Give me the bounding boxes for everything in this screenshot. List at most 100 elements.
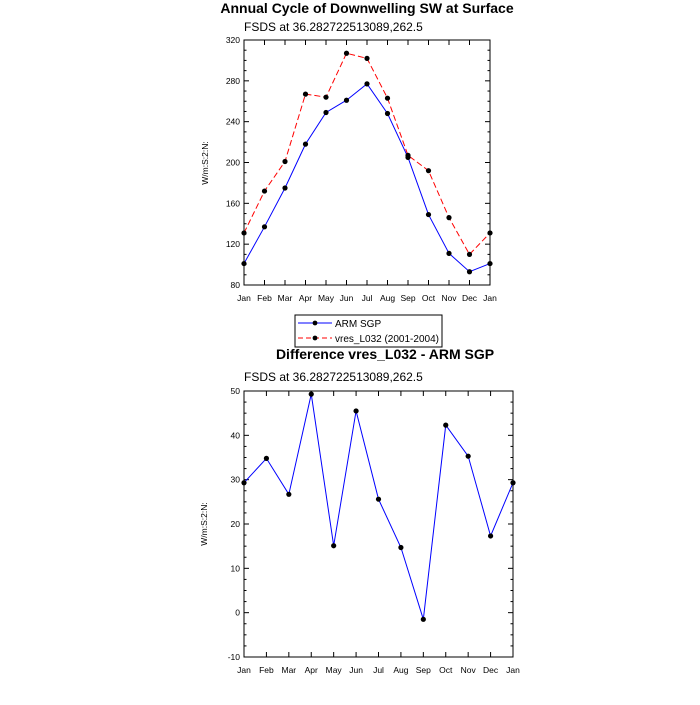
data-point bbox=[331, 543, 337, 549]
difference-chart: Difference vres_L032 - ARM SGP FSDS at 3… bbox=[199, 346, 520, 675]
data-point bbox=[364, 55, 370, 61]
data-point bbox=[466, 269, 473, 275]
x-tick-label: Jan bbox=[237, 665, 251, 675]
data-point bbox=[261, 188, 268, 194]
data-point bbox=[241, 480, 247, 486]
y-axis-label: W/m:S:2:N: bbox=[200, 141, 210, 184]
data-point bbox=[398, 544, 404, 551]
data-point bbox=[405, 152, 411, 158]
series-points bbox=[241, 50, 493, 275]
data-point bbox=[323, 94, 329, 100]
y-axis-label: W/m:S:2:N: bbox=[199, 502, 209, 545]
data-point bbox=[466, 251, 473, 257]
data-point bbox=[425, 168, 432, 174]
series-lines bbox=[243, 393, 514, 620]
legend: ARM SGP vres_L032 (2001-2004) bbox=[294, 314, 443, 348]
x-tick-label: May bbox=[318, 293, 335, 303]
x-tick-label: Aug bbox=[393, 665, 408, 675]
data-point bbox=[384, 110, 391, 117]
y-tick-label: 20 bbox=[231, 519, 241, 529]
data-point bbox=[487, 260, 493, 267]
chart-title: Annual Cycle of Downwelling SW at Surfac… bbox=[220, 0, 513, 16]
y-tick-label: -10 bbox=[228, 652, 241, 662]
y-tick-label: 40 bbox=[231, 430, 241, 440]
data-point bbox=[487, 230, 493, 236]
x-tick-label: Jul bbox=[362, 293, 373, 303]
data-point bbox=[343, 50, 350, 56]
y-tick-label: 30 bbox=[231, 475, 241, 485]
x-tick-label: Oct bbox=[439, 665, 453, 675]
legend-marker-vres bbox=[312, 335, 318, 341]
data-point bbox=[263, 455, 270, 461]
axes: -10 0 10 20 30 40 50 Jan Feb Mar Apr May Jun Jul Aug Se… bbox=[228, 386, 520, 675]
data-point bbox=[308, 391, 314, 397]
x-tick-label: Dec bbox=[483, 665, 499, 675]
axes: 80 120 160 200 240 280 320 Jan Feb Mar Apr May Jun Ju… bbox=[226, 35, 497, 303]
data-point bbox=[261, 224, 268, 230]
legend-label-vres: vres_L032 (2001-2004) bbox=[335, 334, 439, 345]
data-point bbox=[323, 109, 329, 116]
data-point bbox=[425, 211, 432, 218]
x-tick-label: Feb bbox=[257, 293, 272, 303]
data-point bbox=[446, 250, 452, 256]
data-point bbox=[384, 95, 391, 101]
x-tick-label: Oct bbox=[422, 293, 436, 303]
y-tick-label: 120 bbox=[226, 239, 240, 249]
legend-label-arm-sgp: ARM SGP bbox=[335, 319, 381, 330]
x-tick-label: Nov bbox=[461, 665, 477, 675]
legend-box bbox=[294, 314, 443, 348]
data-point bbox=[446, 215, 452, 221]
series-line-1 bbox=[243, 393, 514, 620]
x-tick-label: Aug bbox=[380, 293, 395, 303]
x-tick-label: Jan bbox=[483, 293, 497, 303]
data-point bbox=[302, 91, 309, 97]
x-tick-label: Apr bbox=[299, 293, 312, 303]
y-tick-label: 160 bbox=[226, 198, 240, 208]
data-point bbox=[443, 422, 449, 428]
x-tick-label: Apr bbox=[305, 665, 318, 675]
x-tick-label: Mar bbox=[282, 665, 297, 675]
chart-subtitle: FSDS at 36.282722513089,262.5 bbox=[244, 20, 423, 34]
y-tick-label: 200 bbox=[226, 158, 240, 168]
data-point bbox=[510, 480, 516, 486]
x-tick-label: Feb bbox=[259, 665, 274, 675]
data-point bbox=[302, 141, 309, 147]
x-tick-label: May bbox=[326, 665, 343, 675]
data-point bbox=[487, 533, 494, 539]
x-tick-label: Jan bbox=[506, 665, 520, 675]
legend-marker-arm-sgp bbox=[312, 320, 318, 326]
y-tick-label: 240 bbox=[226, 117, 240, 127]
data-point bbox=[286, 491, 292, 497]
y-tick-label: 80 bbox=[231, 280, 241, 290]
chart-title: Difference vres_L032 - ARM SGP bbox=[276, 346, 494, 362]
x-tick-label: Jul bbox=[373, 665, 384, 675]
plot-frame bbox=[243, 390, 514, 658]
series-line-1 bbox=[243, 83, 491, 273]
series-points bbox=[241, 391, 516, 622]
y-tick-label: 280 bbox=[226, 76, 240, 86]
data-point bbox=[465, 453, 471, 459]
x-tick-label: Mar bbox=[278, 293, 293, 303]
y-tick-label: 10 bbox=[231, 563, 241, 573]
data-point bbox=[282, 185, 288, 191]
x-tick-label: Nov bbox=[441, 293, 457, 303]
plot-frame bbox=[243, 39, 491, 286]
data-point bbox=[353, 408, 359, 414]
data-point bbox=[282, 158, 288, 165]
y-tick-label: 50 bbox=[231, 386, 241, 396]
x-tick-label: Sep bbox=[400, 293, 415, 303]
x-tick-label: Jun bbox=[349, 665, 363, 675]
data-point bbox=[241, 260, 247, 267]
x-tick-label: Jan bbox=[237, 293, 251, 303]
y-tick-label: 320 bbox=[226, 35, 240, 45]
data-point bbox=[420, 616, 426, 622]
x-tick-label: Sep bbox=[416, 665, 431, 675]
x-tick-label: Dec bbox=[462, 293, 478, 303]
x-tick-label: Jun bbox=[340, 293, 354, 303]
data-point bbox=[364, 81, 370, 87]
data-point bbox=[241, 230, 247, 236]
annual-cycle-chart: Annual Cycle of Downwelling SW at Surfac… bbox=[200, 0, 514, 303]
data-point bbox=[343, 97, 350, 103]
